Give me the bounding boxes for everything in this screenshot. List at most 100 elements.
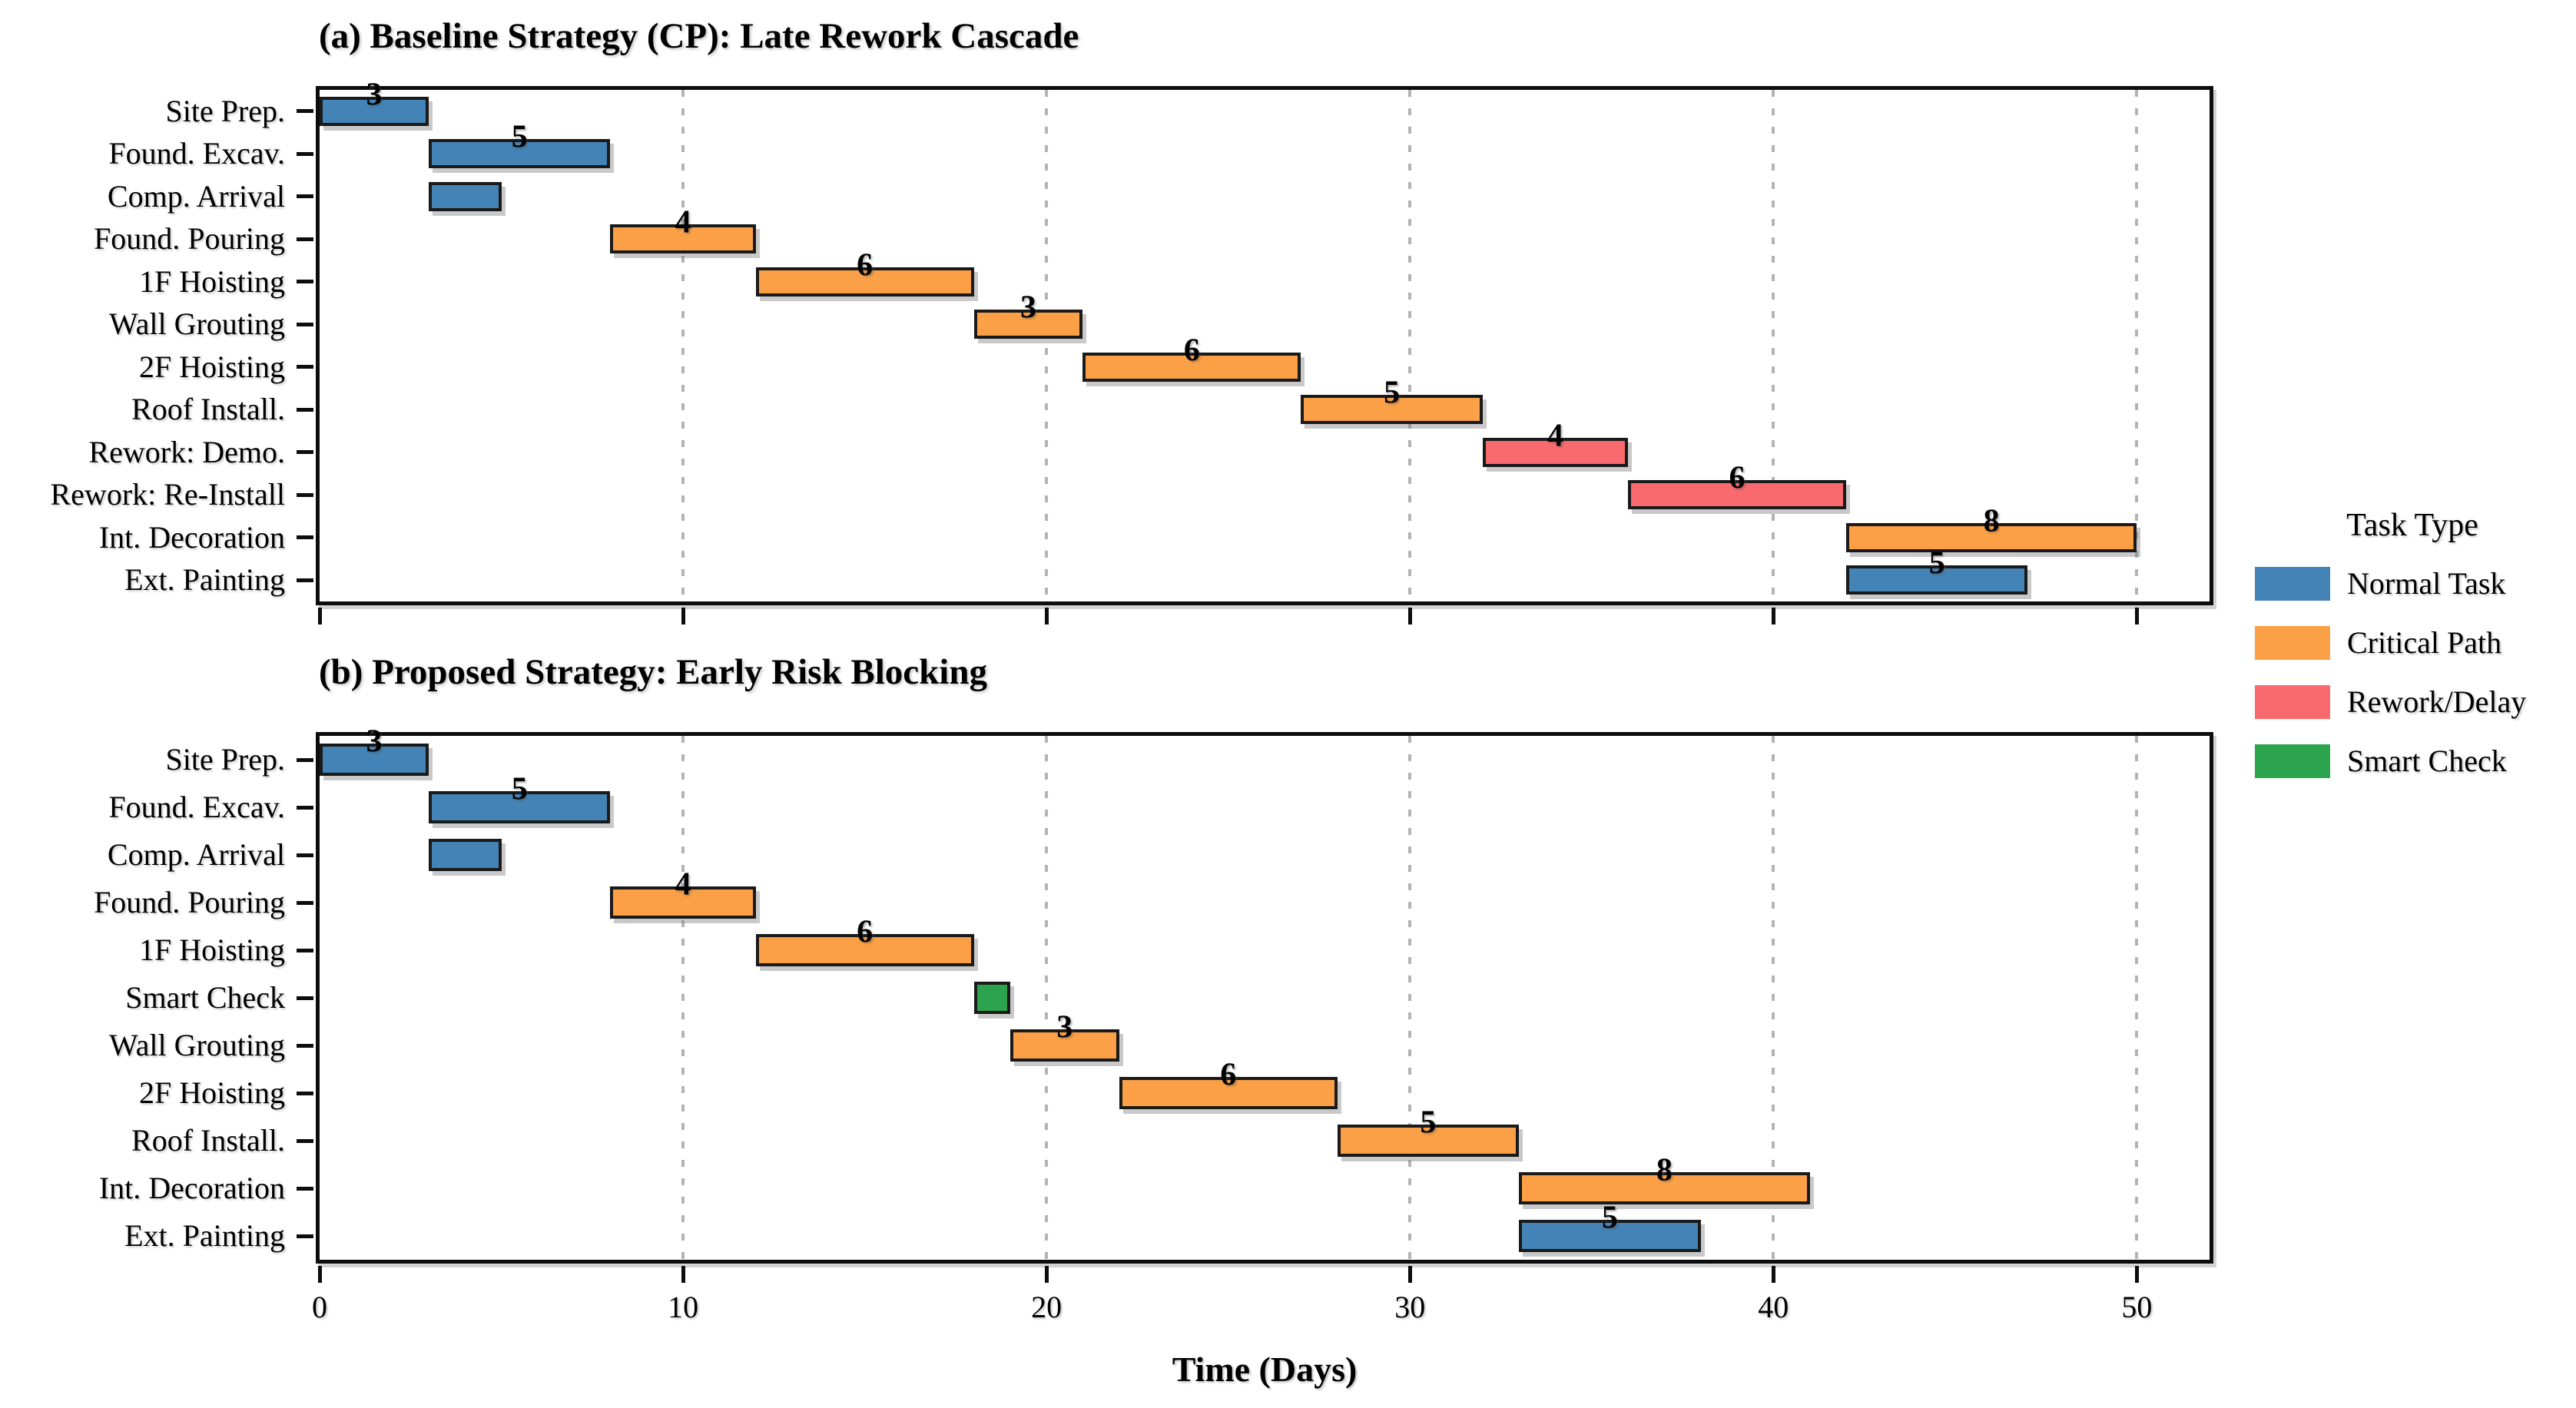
y-label-b-smart-check: Smart Check <box>125 980 285 1015</box>
bar-b-found-pouring <box>610 886 756 919</box>
bar-a-roof-install <box>1301 395 1483 425</box>
y-tick-a-1f-hoisting <box>297 280 313 284</box>
bar-b-site-prep <box>320 744 429 776</box>
bar-b-comp-arrival <box>428 839 502 871</box>
bar-duration-label-a-found-excav: 5 <box>511 119 528 155</box>
bar-b-found-excav <box>428 791 611 823</box>
y-tick-b-ext-painting <box>297 1234 313 1238</box>
y-label-b-2f-hoisting: 2F Hoisting <box>138 1075 285 1110</box>
x-tick-b-10 <box>681 1266 685 1283</box>
bar-duration-label-b-2f-hoisting: 6 <box>1220 1057 1237 1093</box>
y-label-a-rework-demo: Rework: Demo. <box>88 434 285 469</box>
y-tick-a-found-pouring <box>297 237 313 241</box>
bar-b-wall-grouting <box>1010 1029 1119 1062</box>
x-tick-b-30 <box>1407 1266 1412 1283</box>
legend-swatch-smart-check <box>2255 744 2330 778</box>
y-label-b-found-pouring: Found. Pouring <box>94 885 285 919</box>
y-label-a-2f-hoisting: 2F Hoisting <box>138 349 285 384</box>
x-tick-a-20 <box>1044 608 1049 624</box>
x-tick-label-0: 0 <box>312 1290 327 1324</box>
bar-a-found-pouring <box>610 224 756 254</box>
y-tick-b-found-excav <box>297 805 313 810</box>
bar-duration-label-a-rework-re-install: 6 <box>1729 460 1746 496</box>
legend-entry-normal-task: Normal Task <box>2255 565 2570 601</box>
y-label-b-int-decoration: Int. Decoration <box>98 1171 285 1205</box>
y-tick-a-int-decoration <box>297 535 313 540</box>
bar-a-2f-hoisting <box>1082 352 1301 382</box>
bar-duration-label-b-site-prep: 3 <box>366 724 383 760</box>
legend-swatch-critical-path <box>2255 625 2330 660</box>
x-tick-label-20: 20 <box>1031 1290 1063 1324</box>
bar-b-roof-install <box>1337 1125 1520 1157</box>
bar-a-comp-arrival <box>428 181 502 211</box>
x-tick-b-0 <box>317 1266 322 1283</box>
y-label-b-1f-hoisting: 1F Hoisting <box>138 933 285 967</box>
subplot-a-title: (a) Baseline Strategy (CP): Late Rework … <box>319 16 1079 56</box>
y-tick-a-found-excav <box>297 151 313 156</box>
y-tick-a-roof-install <box>297 407 313 412</box>
x-axis-label: Time (Days) <box>1172 1350 1358 1389</box>
y-tick-a-comp-arrival <box>297 194 313 199</box>
y-tick-b-wall-grouting <box>297 1043 313 1048</box>
y-tick-b-1f-hoisting <box>297 948 313 952</box>
y-label-a-ext-painting: Ext. Painting <box>124 562 285 598</box>
y-label-b-wall-grouting: Wall Grouting <box>109 1028 285 1062</box>
gridline-b-30 <box>1408 736 1412 1260</box>
bar-a-ext-painting <box>1845 565 2028 595</box>
bar-b-int-decoration <box>1519 1172 1810 1204</box>
x-tick-a-50 <box>2134 608 2139 624</box>
x-tick-a-0 <box>317 608 322 624</box>
bar-duration-label-b-wall-grouting: 3 <box>1056 1009 1073 1045</box>
y-label-a-found-excav: Found. Excav. <box>108 136 285 171</box>
gridline-b-40 <box>1772 736 1775 1260</box>
y-label-b-found-excav: Found. Excav. <box>108 790 285 824</box>
bar-duration-label-b-int-decoration: 8 <box>1656 1152 1673 1188</box>
axes-a: Site Prep. 3 Found. Excav. 5 Comp. Arrival Fo… <box>51 77 2213 624</box>
x-tick-b-20 <box>1044 1266 1049 1283</box>
y-label-b-site-prep: Site Prep. <box>165 742 285 777</box>
y-label-b-ext-painting: Ext. Painting <box>124 1218 285 1253</box>
bar-b-smart-check <box>973 982 1010 1014</box>
bar-a-1f-hoisting <box>755 267 974 297</box>
x-tick-label-40: 40 <box>1758 1290 1789 1324</box>
legend-label-rework-delay: Rework/Delay <box>2347 684 2527 719</box>
legend: Task Type Normal Task Critical Path Rework… <box>2255 507 2570 802</box>
y-tick-b-2f-hoisting <box>297 1091 313 1095</box>
y-tick-a-wall-grouting <box>297 322 313 326</box>
x-tick-label-10: 10 <box>668 1290 699 1324</box>
bar-duration-label-b-roof-install: 5 <box>1420 1105 1437 1141</box>
legend-label-critical-path: Critical Path <box>2347 625 2502 660</box>
bar-duration-label-a-found-pouring: 4 <box>675 204 691 240</box>
bar-a-rework-demo <box>1482 437 1629 467</box>
bar-b-ext-painting <box>1519 1220 1701 1252</box>
gridline-a-10 <box>681 90 685 601</box>
y-label-a-site-prep: Site Prep. <box>165 93 285 128</box>
y-tick-a-rework-demo <box>297 450 313 455</box>
gridline-b-50 <box>2135 736 2139 1260</box>
y-tick-b-roof-install <box>297 1138 313 1143</box>
y-tick-b-found-pouring <box>297 900 313 905</box>
subplot-b-title: (b) Proposed Strategy: Early Risk Blocki… <box>319 652 987 692</box>
bar-duration-label-b-1f-hoisting: 6 <box>857 914 874 950</box>
x-tick-a-10 <box>681 608 685 624</box>
bar-duration-label-a-roof-install: 5 <box>1384 375 1401 411</box>
gridline-a-40 <box>1772 90 1775 601</box>
y-tick-b-int-decoration <box>297 1186 313 1191</box>
axes-b: 0 10 20 30 40 50 Site Prep. 3 Found. Excav. 5 Comp… <box>94 724 2213 1324</box>
gridline-a-30 <box>1408 90 1412 601</box>
x-tick-b-40 <box>1771 1266 1775 1283</box>
bar-a-site-prep <box>320 96 429 126</box>
legend-entry-rework-delay: Rework/Delay <box>2255 684 2570 720</box>
y-tick-a-2f-hoisting <box>297 365 313 369</box>
bar-duration-label-b-found-excav: 5 <box>511 771 528 807</box>
legend-label-normal-task: Normal Task <box>2347 566 2506 601</box>
bar-duration-label-b-ext-painting: 5 <box>1601 1200 1618 1236</box>
legend-entry-critical-path: Critical Path <box>2255 624 2570 661</box>
y-label-a-found-pouring: Found. Pouring <box>94 221 285 257</box>
gridline-b-10 <box>681 736 685 1260</box>
y-label-a-rework-re-install: Rework: Re-Install <box>50 477 286 512</box>
legend-label-smart-check: Smart Check <box>2347 744 2507 778</box>
bar-duration-label-b-found-pouring: 4 <box>675 866 691 903</box>
y-tick-b-site-prep <box>297 757 313 762</box>
